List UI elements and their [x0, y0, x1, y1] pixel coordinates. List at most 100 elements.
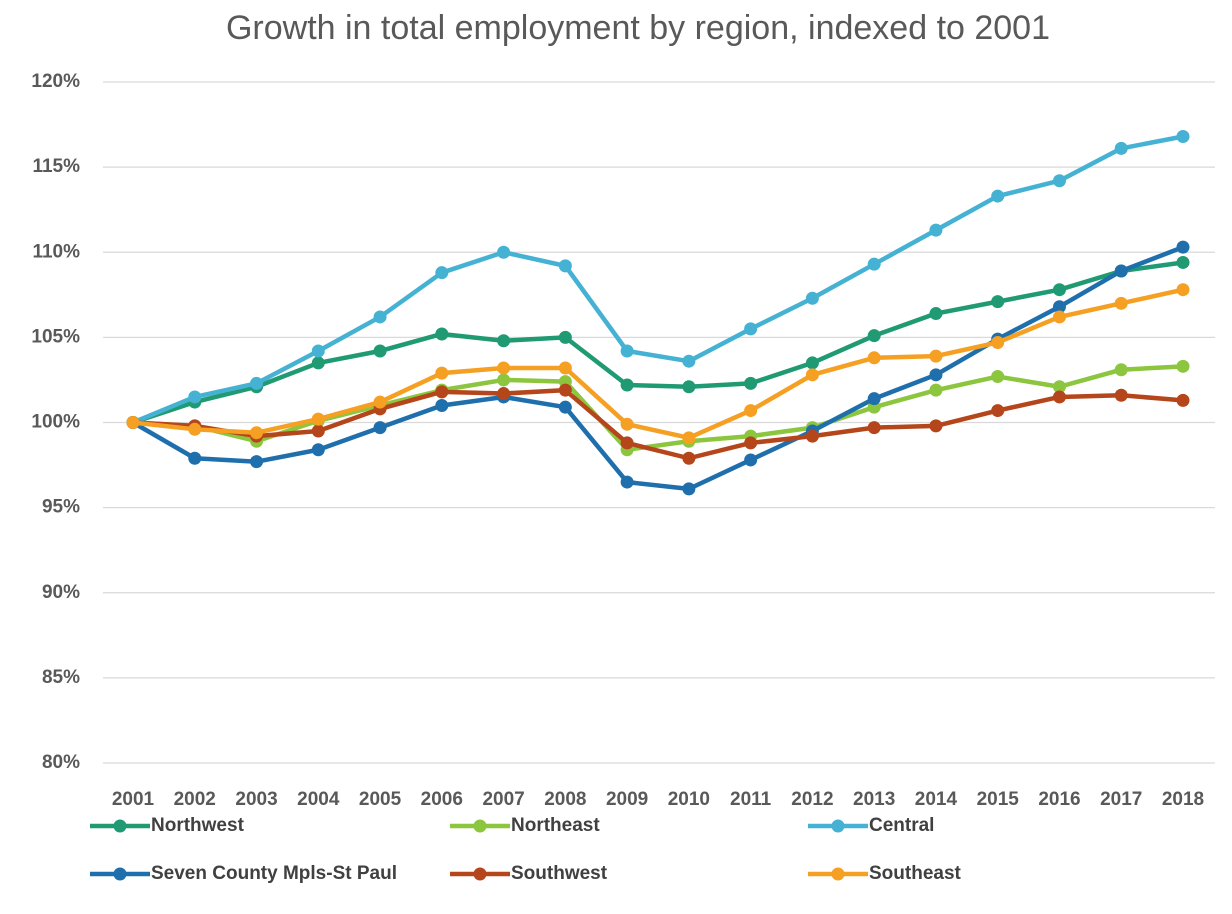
series-line	[132, 364, 1184, 452]
point	[620, 475, 634, 489]
x-tick-label: 2013	[853, 789, 895, 810]
point	[929, 368, 943, 382]
point	[682, 451, 696, 465]
point	[682, 380, 696, 394]
point	[620, 436, 634, 450]
x-tick-label: 2017	[1100, 789, 1142, 810]
point	[620, 378, 634, 392]
point	[435, 266, 449, 280]
x-tick-label: 2002	[174, 789, 216, 810]
x-tick-label: 2012	[791, 789, 833, 810]
point	[188, 390, 202, 404]
point	[1114, 363, 1128, 377]
point	[929, 307, 943, 321]
point	[1114, 141, 1128, 155]
series-line	[132, 387, 1184, 461]
x-tick-label: 2011	[730, 789, 772, 810]
series-line	[131, 245, 1184, 492]
point	[188, 422, 202, 436]
point	[744, 453, 758, 467]
point	[497, 373, 511, 387]
point	[435, 366, 449, 380]
point	[867, 421, 881, 435]
series-line	[132, 287, 1184, 441]
y-tick-label: 115%	[32, 156, 80, 177]
point	[867, 351, 881, 365]
point	[1052, 283, 1066, 297]
legend-marker	[113, 867, 127, 881]
point	[929, 419, 943, 433]
point	[558, 361, 572, 375]
legend-marker	[473, 819, 487, 833]
x-tick-label: 2014	[915, 789, 958, 810]
series-line	[132, 260, 1184, 425]
point	[1114, 296, 1128, 310]
point	[435, 385, 449, 399]
point	[497, 334, 511, 348]
legend-label: Northwest	[151, 815, 245, 836]
y-tick-label: 110%	[32, 241, 80, 262]
point	[311, 424, 325, 438]
point	[1114, 264, 1128, 278]
point	[435, 327, 449, 341]
x-tick-label: 2006	[421, 789, 463, 810]
point	[805, 429, 819, 443]
point	[1176, 393, 1190, 407]
point	[620, 344, 634, 358]
point	[1114, 388, 1128, 402]
legend-marker	[113, 819, 127, 833]
point	[558, 259, 572, 273]
x-tick-label: 2018	[1162, 789, 1204, 810]
legend-marker	[831, 819, 845, 833]
point	[1176, 359, 1190, 373]
point	[620, 417, 634, 431]
point	[373, 310, 387, 324]
point	[250, 426, 264, 440]
point	[682, 354, 696, 368]
x-tick-label: 2010	[668, 789, 710, 810]
y-tick-label: 105%	[31, 326, 80, 347]
point	[1176, 240, 1190, 254]
x-tick-label: 2001	[112, 789, 155, 810]
y-tick-label: 90%	[42, 582, 80, 603]
x-tick-label: 2004	[297, 789, 340, 810]
point	[435, 398, 449, 412]
point	[991, 335, 1005, 349]
point	[867, 329, 881, 343]
point	[497, 245, 511, 259]
point	[682, 431, 696, 445]
point	[311, 356, 325, 370]
legend-label: Southwest	[511, 863, 608, 884]
point	[311, 412, 325, 426]
point	[558, 383, 572, 397]
y-tick-label: 85%	[42, 667, 80, 688]
legend-label: Seven County Mpls-St Paul	[151, 863, 397, 884]
point	[1052, 300, 1066, 314]
point	[188, 451, 202, 465]
point	[126, 416, 140, 429]
point	[373, 395, 387, 409]
point	[497, 361, 511, 375]
series-line	[132, 134, 1184, 425]
point	[805, 368, 819, 382]
point	[373, 421, 387, 435]
x-tick-label: 2016	[1038, 789, 1080, 810]
x-tick-label: 2008	[544, 789, 586, 810]
legend-marker	[473, 867, 487, 881]
y-tick-label: 95%	[42, 497, 80, 518]
point	[1052, 310, 1066, 324]
point	[805, 356, 819, 370]
point	[744, 404, 758, 418]
y-tick-label: 120%	[31, 71, 80, 92]
point	[1052, 380, 1066, 394]
point	[1176, 129, 1190, 143]
point	[867, 392, 881, 406]
point	[805, 291, 819, 305]
legend-marker	[831, 867, 845, 881]
point	[744, 322, 758, 336]
point	[373, 344, 387, 358]
point	[991, 404, 1005, 418]
point	[682, 482, 696, 496]
x-tick-label: 2009	[606, 789, 648, 810]
